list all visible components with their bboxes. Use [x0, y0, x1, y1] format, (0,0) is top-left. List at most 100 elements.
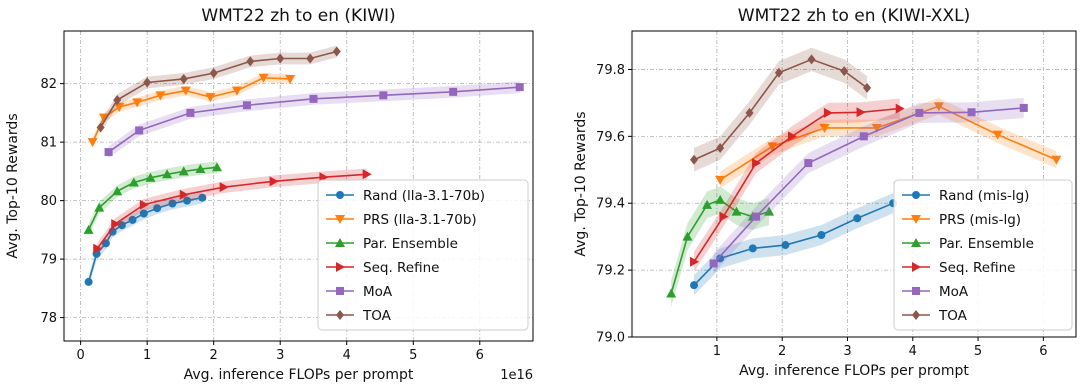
- data-point: [195, 164, 206, 174]
- data-point: [823, 107, 833, 118]
- y-tick-label: 82: [40, 77, 57, 92]
- data-point: [690, 256, 700, 267]
- data-point: [1051, 155, 1062, 165]
- data-point: [745, 107, 754, 118]
- plot-frame: [631, 30, 1077, 338]
- legend-label: Par. Ensemble: [363, 236, 458, 252]
- x-tick-label: 6: [1039, 344, 1047, 359]
- chart-panel-kiwi-xxl: 1 2 3 4 5 6 79.0 79.2 79.4 79.6 79.8 WMT22 zh to en…: [573, 6, 1077, 379]
- legend-label: TOA: [362, 308, 392, 324]
- data-point: [871, 123, 882, 133]
- y-tick-label: 80: [40, 194, 57, 209]
- legend-entry-prs-lla-3-1-70b: PRS (lla-3.1-70b): [326, 212, 477, 228]
- data-point: [179, 189, 189, 200]
- data-point: [135, 126, 144, 135]
- legend-label: MoA: [363, 284, 393, 300]
- data-point: [96, 122, 105, 133]
- data-point: [145, 172, 156, 182]
- legend-entry-seq-refine: Seq. Refine: [326, 260, 439, 276]
- x-tick-label: 2: [210, 348, 218, 363]
- series-seq-refine: [690, 98, 905, 272]
- legend-marker: [335, 238, 345, 247]
- legend-marker: [336, 262, 345, 272]
- series-toa: [690, 47, 872, 172]
- legend-marker: [336, 310, 344, 320]
- series-rand-lla-3-1-70b: [84, 191, 207, 288]
- legend-marker: [912, 287, 920, 295]
- legend-marker: [911, 238, 921, 247]
- legend-label: Rand (lla-3.1-70b): [363, 188, 485, 204]
- data-point: [178, 166, 189, 176]
- data-point: [840, 66, 849, 77]
- chart-panel-kiwi: 0 1 2 3 4 5 6 78 79 80 81 82 WMT22 zh to en (KIWI) Av…: [5, 6, 534, 383]
- data-point: [94, 202, 105, 212]
- data-point: [817, 231, 826, 239]
- data-point: [242, 101, 251, 110]
- y-tick-label: 79.2: [596, 264, 625, 279]
- data-point: [967, 108, 976, 117]
- data-point: [764, 206, 775, 216]
- legend-entry-par-ensemble: Par. Ensemble: [326, 236, 458, 252]
- legend-label: PRS (mis-lg): [939, 212, 1021, 228]
- y-tick-label: 79.8: [596, 63, 625, 78]
- legend-marker: [336, 191, 344, 199]
- data-point: [682, 231, 693, 241]
- data-point: [859, 132, 868, 141]
- series-line: [108, 86, 520, 153]
- legend: Rand (mis-lg) PRS (mis-lg) Par. Ensemble Se…: [893, 179, 1073, 331]
- data-point: [285, 74, 296, 84]
- x-tick-label: 3: [276, 348, 284, 363]
- legend-entry-moa: MoA: [326, 284, 393, 300]
- legend-marker: [335, 215, 345, 224]
- chart-title: WMT22 zh to en (KIWI-XXL): [738, 6, 970, 26]
- data-point: [709, 259, 718, 268]
- x-tick-label: 5: [409, 348, 417, 363]
- data-point: [748, 244, 757, 253]
- y-tick-label: 78: [40, 311, 57, 326]
- data-point: [155, 91, 166, 101]
- data-point: [690, 154, 699, 165]
- data-point: [231, 86, 242, 96]
- data-point: [168, 199, 177, 208]
- data-point: [774, 67, 783, 78]
- data-point: [186, 108, 195, 117]
- data-point: [690, 281, 699, 290]
- x-tick-label: 1: [713, 344, 721, 359]
- y-tick-label: 79: [40, 253, 57, 268]
- x-axis-multiplier: 1e16: [500, 368, 533, 383]
- data-point: [715, 175, 726, 185]
- x-axis-label: Avg. inference FLOPs per prompt: [184, 367, 414, 383]
- legend-label: MoA: [939, 284, 969, 300]
- legend-entry-toa: TOA: [902, 308, 968, 324]
- data-point: [87, 138, 98, 148]
- y-axis-label: Avg. Top-10 Rewards: [5, 113, 21, 258]
- data-point: [863, 82, 872, 93]
- series-band: [92, 73, 291, 147]
- chart-title: WMT22 zh to en (KIWI): [201, 6, 395, 26]
- legend-entry-seq-refine: Seq. Refine: [902, 260, 1015, 276]
- data-point: [246, 56, 255, 67]
- legend-marker: [912, 310, 920, 320]
- x-tick-label: 3: [843, 344, 851, 359]
- data-point: [93, 243, 103, 254]
- data-point: [101, 239, 110, 248]
- data-point: [111, 219, 121, 230]
- data-point: [306, 53, 315, 64]
- legend-marker: [912, 191, 920, 199]
- data-point: [1019, 103, 1028, 112]
- legend-entry-moa: MoA: [902, 284, 969, 300]
- y-tick-label: 79.6: [596, 130, 625, 145]
- data-point: [153, 204, 162, 213]
- x-axis-label: Avg. inference FLOPs per prompt: [739, 363, 969, 379]
- data-point: [933, 102, 944, 112]
- data-point: [219, 182, 229, 193]
- x-tick-label: 1: [143, 348, 151, 363]
- x-tick-label: 2: [778, 344, 786, 359]
- data-point: [114, 103, 125, 113]
- series-band: [720, 97, 1057, 189]
- data-point: [752, 212, 761, 221]
- y-axis-label: Avg. Top-10 Rewards: [573, 111, 589, 256]
- data-point: [853, 214, 862, 223]
- legend-entry-toa: TOA: [326, 308, 392, 324]
- legend-marker: [336, 287, 344, 295]
